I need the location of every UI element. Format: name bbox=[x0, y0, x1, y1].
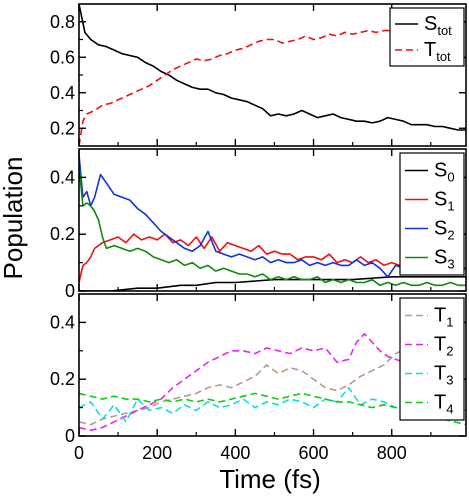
y-tick-label: 0.8 bbox=[50, 12, 75, 32]
series-line-s-0 bbox=[79, 275, 466, 291]
y-tick-label: 0.4 bbox=[50, 167, 75, 187]
legend-box bbox=[399, 152, 465, 276]
series-line-t-2 bbox=[79, 332, 420, 432]
panel-middle: 0 0.2 0.4 S0 S1 S2 S3 bbox=[50, 148, 467, 301]
legend-label: S3 bbox=[434, 247, 455, 272]
legend-label: T3 bbox=[434, 363, 453, 388]
series-line-t-tot bbox=[79, 29, 392, 146]
y-tick-label: 0 bbox=[65, 281, 75, 301]
plot-frame bbox=[78, 148, 467, 292]
legend-label: Stot bbox=[424, 13, 452, 38]
x-axis-title: Time (fs) bbox=[219, 464, 321, 494]
y-tick-label: 0.2 bbox=[50, 369, 75, 389]
legend-label: S1 bbox=[434, 189, 455, 214]
panel-bottom: 0 0.2 0.4 0 200 400 600 800 T1 T2 T3 T4 bbox=[50, 293, 467, 463]
y-tick-label: 0.4 bbox=[50, 83, 75, 103]
series-line-s-2 bbox=[79, 154, 466, 278]
series-line-t-1 bbox=[79, 347, 432, 426]
y-tick-label: 0.2 bbox=[50, 118, 75, 138]
series-line-s-tot bbox=[79, 4, 466, 131]
legend-label: Ttot bbox=[424, 39, 451, 64]
y-tick-label: 0.4 bbox=[50, 312, 75, 332]
x-tick-label: 0 bbox=[74, 443, 84, 463]
legend-label: T4 bbox=[434, 392, 453, 417]
plot-frame bbox=[78, 293, 467, 437]
series-line-s-3 bbox=[79, 165, 466, 287]
y-axis-title: Population bbox=[0, 157, 28, 280]
x-tick-label: 400 bbox=[220, 443, 250, 463]
series-line-s-1 bbox=[79, 233, 466, 283]
y-tick-label: 0 bbox=[65, 426, 75, 446]
x-tick-label: 600 bbox=[299, 443, 329, 463]
legend-label: T1 bbox=[434, 305, 453, 330]
legend-label: S2 bbox=[434, 218, 455, 243]
legend-label: T2 bbox=[434, 334, 453, 359]
legend: T1 T2 T3 T4 bbox=[399, 297, 465, 421]
legend-box bbox=[389, 7, 465, 67]
legend-box bbox=[399, 297, 465, 421]
legend-label: S0 bbox=[434, 160, 455, 185]
y-tick-label: 0.2 bbox=[50, 224, 75, 244]
x-tick-label: 200 bbox=[142, 443, 172, 463]
legend: S0 S1 S2 S3 bbox=[399, 152, 465, 276]
x-tick-label: 800 bbox=[377, 443, 407, 463]
y-tick-label: 0.6 bbox=[50, 47, 75, 67]
